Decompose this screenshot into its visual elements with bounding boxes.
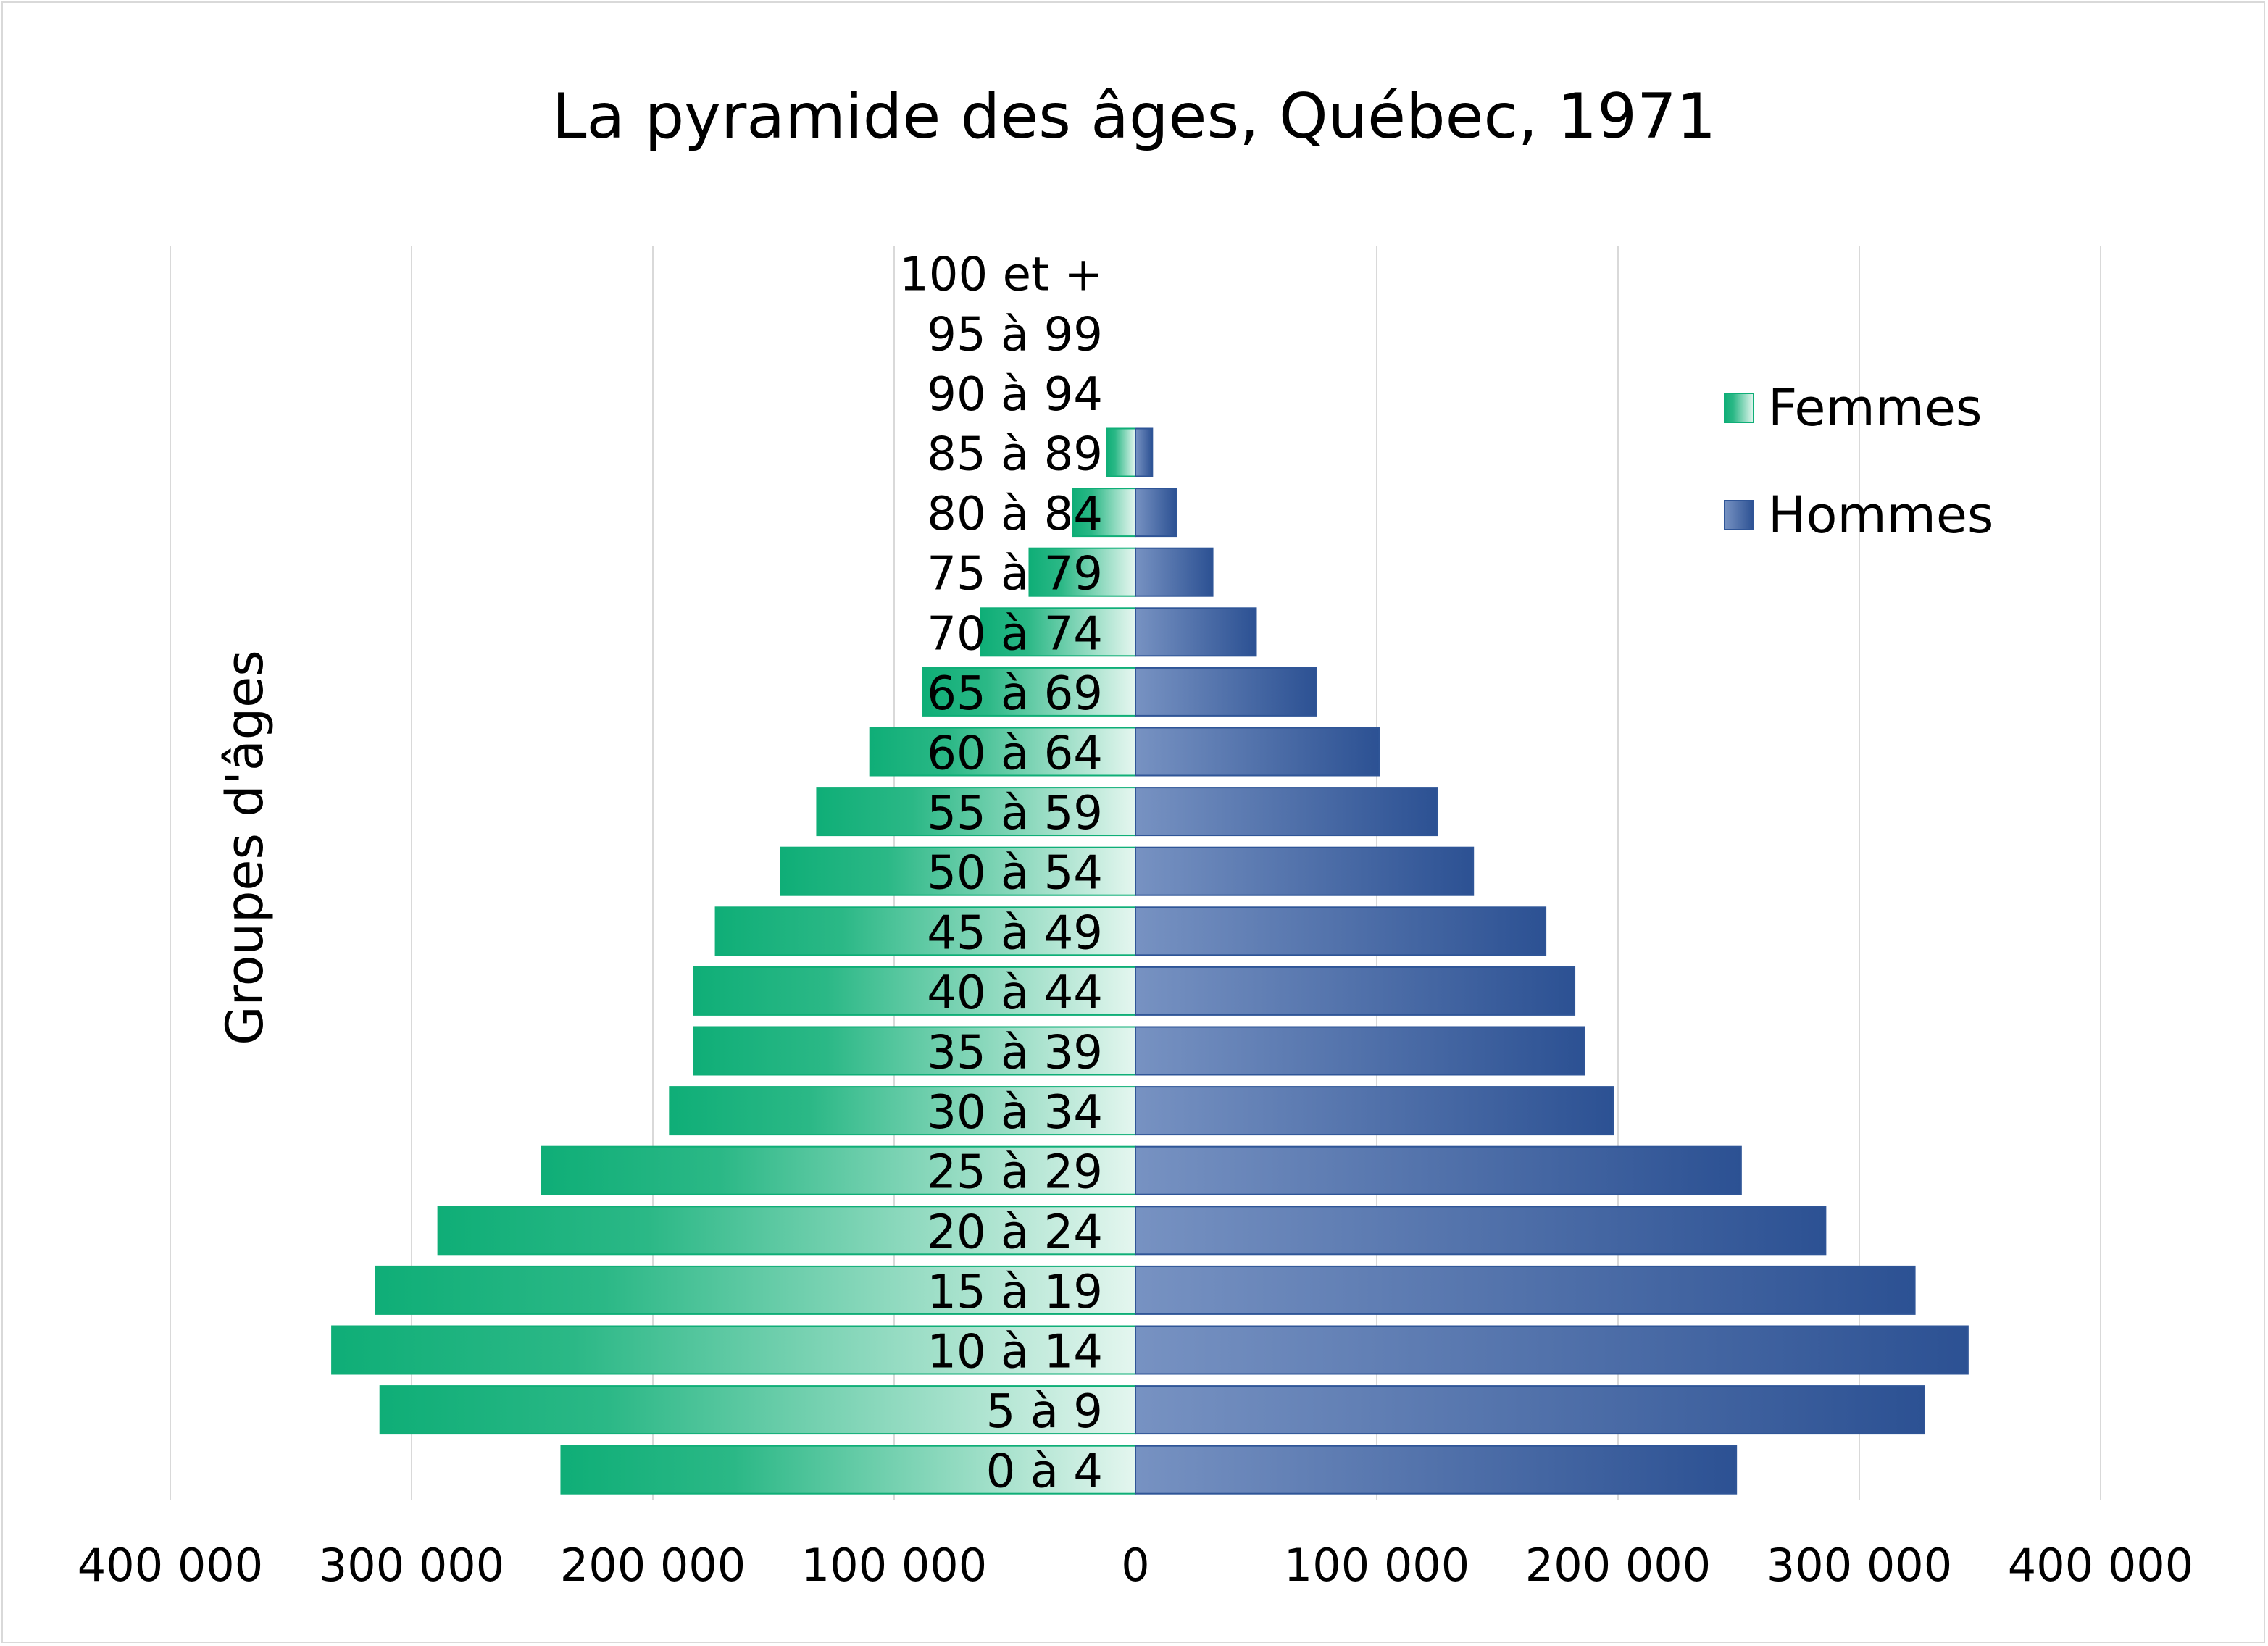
legend-label-hommes: Hommes bbox=[1768, 485, 1993, 545]
age-group-label: 85 à 89 bbox=[927, 428, 1103, 482]
age-group-label: 10 à 14 bbox=[927, 1326, 1103, 1379]
femmes-bar-11 bbox=[816, 787, 1136, 837]
x-tick-label: 300 000 bbox=[1767, 1539, 1952, 1592]
x-tick-label: 300 000 bbox=[319, 1539, 504, 1592]
hommes-bar-6 bbox=[1135, 1086, 1614, 1136]
legend-swatch-femmes bbox=[1724, 393, 1754, 423]
age-group-label: 25 à 29 bbox=[927, 1146, 1103, 1200]
hommes-bar-14 bbox=[1135, 607, 1257, 657]
hommes-bar-12 bbox=[1135, 727, 1380, 777]
age-group-label: 75 à 79 bbox=[927, 548, 1103, 601]
x-tick-label: 200 000 bbox=[1525, 1539, 1711, 1592]
age-group-label: 90 à 94 bbox=[927, 368, 1103, 422]
x-tick-label: 200 000 bbox=[560, 1539, 746, 1592]
femmes-bar-5 bbox=[541, 1145, 1136, 1195]
x-axis-ticks: 400 000 300 000 200 000 100 000 0 100 000 200 … bbox=[78, 1539, 2193, 1592]
femmes-bar-17 bbox=[1106, 427, 1137, 477]
femmes-bar-9 bbox=[714, 906, 1136, 956]
femmes-bar-15 bbox=[1028, 547, 1136, 597]
hommes-bar-11 bbox=[1135, 787, 1438, 837]
chart-title: La pyramide des âges, Québec, 1971 bbox=[552, 80, 1717, 153]
hommes-bar-0 bbox=[1135, 1445, 1738, 1495]
age-group-label: 35 à 39 bbox=[927, 1027, 1103, 1080]
hommes-bar-13 bbox=[1135, 667, 1317, 717]
hommes-bar-16 bbox=[1135, 488, 1177, 538]
hommes-bar-4 bbox=[1135, 1206, 1827, 1256]
hommes-bar-15 bbox=[1135, 547, 1214, 597]
femmes-bar-4 bbox=[437, 1206, 1136, 1256]
age-group-label: 60 à 64 bbox=[927, 727, 1103, 781]
legend-label-femmes: Femmes bbox=[1768, 378, 1982, 438]
x-tick-label: 400 000 bbox=[2008, 1539, 2193, 1592]
x-tick-label: 100 000 bbox=[801, 1539, 987, 1592]
age-group-label: 0 à 4 bbox=[986, 1445, 1103, 1499]
legend-swatch-hommes bbox=[1724, 500, 1754, 530]
x-tick-label: 400 000 bbox=[78, 1539, 263, 1592]
age-group-label: 55 à 59 bbox=[927, 787, 1103, 840]
hommes-bar-8 bbox=[1135, 966, 1576, 1016]
age-group-label: 40 à 44 bbox=[927, 966, 1103, 1020]
y-axis-label: Groupes d'âges bbox=[215, 650, 275, 1045]
femmes-bar-13 bbox=[922, 667, 1136, 717]
bars bbox=[331, 427, 1969, 1495]
femmes-bar-2 bbox=[331, 1325, 1136, 1375]
femmes-bar-16 bbox=[1072, 488, 1137, 538]
age-group-label: 50 à 54 bbox=[927, 847, 1103, 901]
femmes-bar-0 bbox=[560, 1445, 1136, 1495]
age-group-label: 45 à 49 bbox=[927, 906, 1103, 960]
hommes-bar-7 bbox=[1135, 1026, 1585, 1076]
hommes-bar-9 bbox=[1135, 906, 1547, 956]
age-group-label: 15 à 19 bbox=[927, 1266, 1103, 1319]
hommes-bar-2 bbox=[1135, 1325, 1969, 1375]
age-group-label: 95 à 99 bbox=[927, 308, 1103, 362]
femmes-bar-3 bbox=[375, 1265, 1136, 1315]
age-group-label: 80 à 84 bbox=[927, 488, 1103, 541]
hommes-bar-3 bbox=[1135, 1265, 1916, 1315]
age-group-label: 65 à 69 bbox=[927, 667, 1103, 721]
x-tick-label: 100 000 bbox=[1284, 1539, 1469, 1592]
hommes-bar-1 bbox=[1135, 1385, 1925, 1435]
hommes-bar-17 bbox=[1135, 427, 1154, 477]
femmes-bar-1 bbox=[379, 1385, 1137, 1435]
femmes-bar-14 bbox=[980, 607, 1136, 657]
age-group-label: 30 à 34 bbox=[927, 1086, 1103, 1140]
hommes-bar-5 bbox=[1135, 1145, 1742, 1195]
legend: Femmes Hommes bbox=[1724, 378, 1993, 545]
hommes-bar-10 bbox=[1135, 846, 1475, 896]
category-labels: 0 à 4 5 à 9 10 à 14 15 à 19 20 à 24 25 à 29 30… bbox=[899, 248, 1103, 1499]
age-group-label: 20 à 24 bbox=[927, 1206, 1103, 1259]
femmes-bar-7 bbox=[693, 1026, 1136, 1076]
age-group-label: 70 à 74 bbox=[927, 607, 1103, 661]
x-tick-label: 0 bbox=[1121, 1539, 1149, 1592]
age-group-label: 5 à 9 bbox=[986, 1385, 1103, 1439]
age-group-label: 100 et + bbox=[899, 248, 1103, 302]
